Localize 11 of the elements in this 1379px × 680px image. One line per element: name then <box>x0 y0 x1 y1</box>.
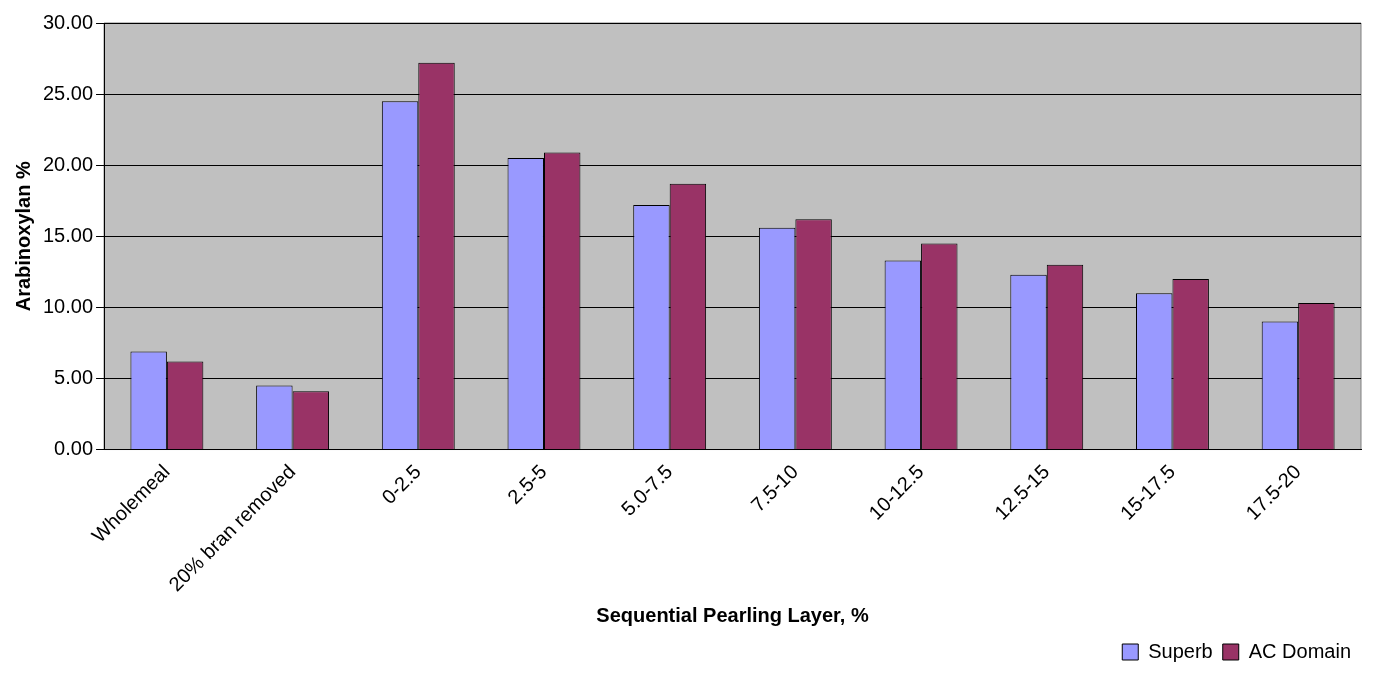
x-axis-title: Sequential Pearling Layer, % <box>596 603 869 626</box>
y-tick-label: 10.00 <box>42 294 94 317</box>
y-tick-label: 20.00 <box>42 152 94 175</box>
legend-label: AC Domain <box>1248 639 1352 662</box>
y-tick-label: 0.00 <box>54 437 94 460</box>
y-tick-label: 30.00 <box>42 10 94 33</box>
y-tick-label: 25.00 <box>42 81 94 104</box>
y-tick-label: 5.00 <box>54 365 94 388</box>
legend-label: Superb <box>1148 639 1213 662</box>
y-axis-title: Arabinoxylan % <box>11 161 34 312</box>
y-tick-label: 15.00 <box>42 223 94 246</box>
